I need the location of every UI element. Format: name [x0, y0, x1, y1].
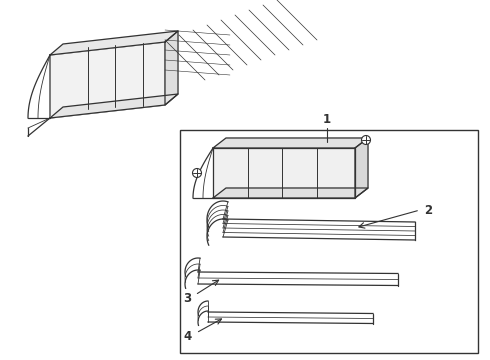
Text: 4: 4: [184, 330, 192, 343]
Circle shape: [362, 135, 370, 144]
Text: 2: 2: [424, 203, 432, 216]
Polygon shape: [50, 94, 178, 118]
Text: 1: 1: [323, 113, 331, 126]
Polygon shape: [50, 42, 165, 118]
Polygon shape: [165, 31, 178, 105]
Polygon shape: [355, 138, 368, 198]
Polygon shape: [213, 148, 355, 198]
Bar: [180, 130, 478, 353]
Polygon shape: [213, 138, 368, 148]
Text: 3: 3: [183, 292, 191, 306]
Polygon shape: [50, 31, 178, 55]
Polygon shape: [213, 188, 368, 198]
Circle shape: [193, 168, 201, 177]
